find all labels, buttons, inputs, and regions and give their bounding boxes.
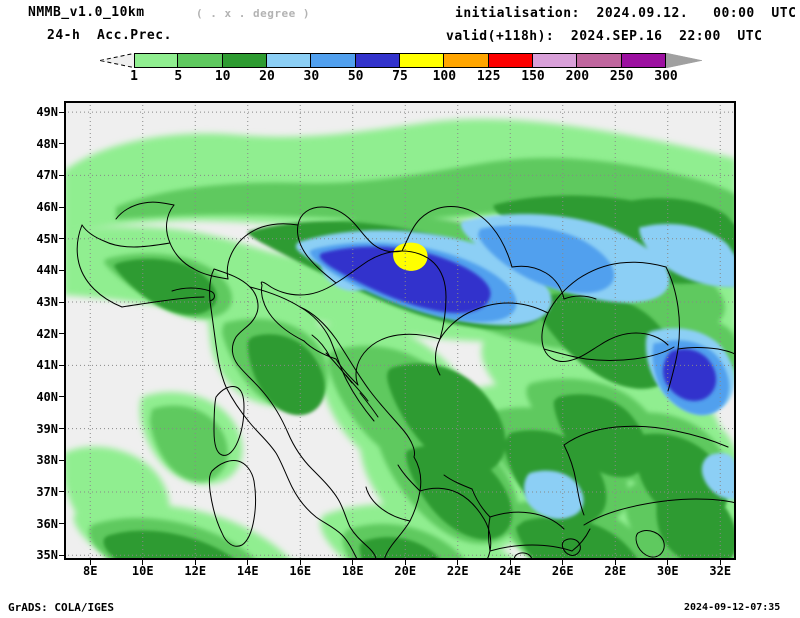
colorbar-segment	[488, 53, 533, 68]
lat-tick-label: 48N	[36, 136, 58, 151]
map-canvas	[64, 101, 736, 560]
lon-tickmark	[89, 560, 91, 565]
lon-tick-label: 20E	[394, 564, 417, 578]
colorbar-tick-label: 5	[174, 69, 183, 84]
lon-tickmark	[457, 560, 459, 565]
colorbar-segment	[134, 53, 179, 68]
lon-tick-label: 16E	[289, 564, 312, 578]
lon-tick-label: 22E	[446, 564, 469, 578]
colorbar-tick-label: 1	[130, 69, 138, 84]
initialisation-time: initialisation: 2024.09.12. 00:00 UTC	[455, 6, 797, 21]
lat-tick-label: 46N	[36, 200, 58, 215]
colorbar-tick-label: 150	[521, 69, 545, 84]
lon-tickmark	[404, 560, 406, 565]
colorbar-segment	[222, 53, 267, 68]
valid-time: valid(+118h): 2024.SEP.16 22:00 UTC	[446, 29, 763, 44]
lat-tick-label: 37N	[36, 484, 58, 499]
colorbar-segment	[444, 53, 489, 68]
lat-tickmark	[59, 333, 64, 335]
resolution-note: ( . x . degree )	[196, 7, 310, 20]
lat-tickmark	[59, 301, 64, 303]
lon-tickmark	[719, 560, 721, 565]
colorbar-tick-label: 20	[259, 69, 275, 84]
lat-tick-label: 36N	[36, 516, 58, 531]
lat-tick-label: 38N	[36, 453, 58, 468]
lon-tick-label: 10E	[131, 564, 154, 578]
precipitation-map	[64, 101, 736, 560]
colorbar-segment	[399, 53, 445, 68]
lat-tickmark	[59, 111, 64, 113]
lat-tickmark	[59, 554, 64, 556]
generation-timestamp: 2024-09-12-07:35	[684, 602, 781, 613]
precip-band-50-75	[319, 246, 717, 402]
lat-tickmark	[59, 428, 64, 430]
colorbar-segment	[621, 53, 666, 68]
lat-tick-label: 49N	[36, 105, 58, 120]
lon-tick-label: 14E	[236, 564, 259, 578]
model-title: NMMB_v1.0_10km	[28, 5, 145, 20]
lat-tick-label: 42N	[36, 326, 58, 341]
lat-tick-label: 47N	[36, 168, 58, 183]
lat-tickmark	[59, 206, 64, 208]
lon-tick-label: 18E	[341, 564, 364, 578]
lat-tickmark	[59, 523, 64, 525]
colorbar-segment	[355, 53, 400, 68]
colorbar: 1 5 10 20 30 50 75 100 125 150 200 250 300	[100, 53, 702, 85]
colorbar-segment	[532, 53, 578, 68]
lon-tickmark	[614, 560, 616, 565]
lat-tick-label: 39N	[36, 421, 58, 436]
colorbar-tick-label: 200	[565, 69, 590, 84]
colorbar-tick-label: 30	[303, 69, 320, 84]
lon-tickmark	[299, 560, 301, 565]
lat-tick-label: 41N	[36, 358, 58, 373]
colorbar-tick-label: 300	[654, 69, 678, 84]
lat-tick-label: 40N	[36, 389, 58, 404]
colorbar-under-arrow	[100, 53, 136, 68]
lat-tickmark	[59, 459, 64, 461]
lat-tickmark	[59, 238, 64, 240]
lon-tick-label: 12E	[184, 564, 207, 578]
lon-tickmark	[247, 560, 249, 565]
lon-tickmark	[352, 560, 354, 565]
field-title: 24-h Acc.Prec.	[47, 28, 172, 43]
lat-tick-label: 45N	[36, 231, 58, 246]
colorbar-segment	[311, 53, 356, 68]
lat-tickmark	[59, 269, 64, 271]
lat-tickmark	[59, 396, 64, 398]
lon-tick-label: 28E	[604, 564, 627, 578]
lat-tickmark	[59, 143, 64, 145]
lon-tickmark	[142, 560, 144, 565]
colorbar-segment	[577, 53, 622, 68]
colorbar-tick-label: 10	[214, 69, 231, 84]
colorbar-tick-label: 50	[347, 69, 364, 84]
colorbar-segment	[266, 53, 312, 68]
lat-tick-label: 44N	[36, 263, 58, 278]
lon-tick-label: 26E	[551, 564, 574, 578]
lat-tick-label: 43N	[36, 295, 58, 309]
lon-tickmark	[667, 560, 669, 565]
colorbar-tick-label: 100	[432, 69, 457, 84]
grads-credit: GrADS: COLA/IGES	[8, 601, 114, 614]
lon-tickmark	[509, 560, 511, 565]
colorbar-tick-label: 125	[476, 69, 501, 84]
lon-tick-label: 24E	[499, 564, 522, 578]
colorbar-over-arrow	[666, 53, 702, 68]
lat-tickmark	[59, 491, 64, 493]
colorbar-segment	[178, 53, 223, 68]
colorbar-tick-label: 75	[392, 69, 408, 84]
precip-band-75-100	[393, 242, 428, 271]
lon-tick-label: 32E	[709, 564, 732, 578]
lon-tickmark	[562, 560, 564, 565]
lon-tick-label: 8E	[83, 564, 98, 578]
colorbar-tick-label: 250	[609, 69, 634, 84]
lon-tick-label: 30E	[656, 564, 679, 578]
grid-lines	[64, 101, 736, 560]
lat-tickmark	[59, 174, 64, 176]
lat-tickmark	[59, 364, 64, 366]
lat-tick-label: 35N	[36, 548, 58, 563]
colorbar-segments	[134, 53, 666, 68]
lon-tickmark	[194, 560, 196, 565]
